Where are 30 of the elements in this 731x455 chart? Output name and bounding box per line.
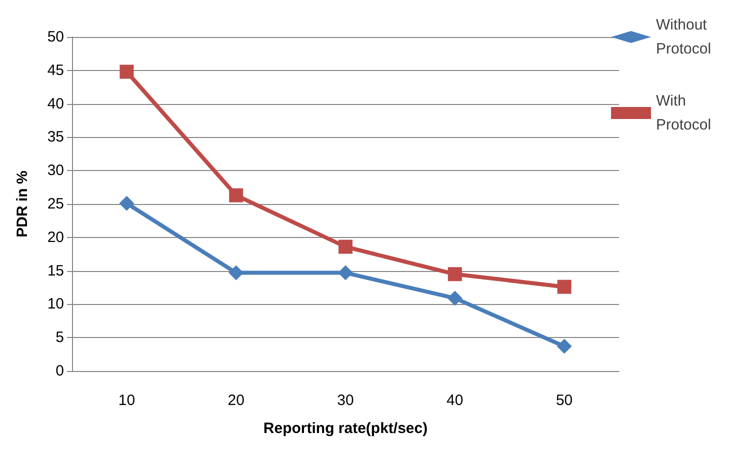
y-tick-label: 40 (47, 95, 64, 112)
x-tick-label: 20 (228, 392, 244, 409)
point (338, 265, 353, 280)
y-tick-label: 10 (47, 296, 64, 313)
y-tick-label: 15 (47, 262, 64, 280)
y-tick-label: 20 (47, 228, 64, 246)
point (228, 265, 244, 280)
x-tick-label: 30 (337, 392, 354, 409)
legend-label: Without Protocol (656, 16, 712, 58)
point (120, 64, 134, 79)
point (338, 240, 352, 254)
y-tick-label: 30 (47, 162, 64, 180)
point (229, 188, 244, 202)
y-tick-label: 0 (56, 362, 64, 380)
legend-label: With Protocol (656, 92, 712, 134)
point (557, 280, 572, 294)
y-tick-label: 5 (56, 329, 64, 346)
y-axis-title: PDR in % (14, 170, 31, 238)
x-tick-label: 10 (118, 392, 136, 409)
y-tick-label: 35 (47, 128, 64, 146)
point (119, 196, 134, 211)
x-axis-title: Reporting rate(pkt/sec) (263, 420, 428, 437)
y-tick-label: 50 (47, 28, 64, 46)
point (448, 267, 462, 282)
x-tick-label: 50 (556, 392, 573, 409)
point (447, 290, 462, 306)
point (556, 338, 572, 354)
x-tick-label: 40 (446, 392, 464, 409)
y-tick-label: 45 (47, 62, 64, 79)
y-tick-label: 25 (47, 196, 64, 212)
